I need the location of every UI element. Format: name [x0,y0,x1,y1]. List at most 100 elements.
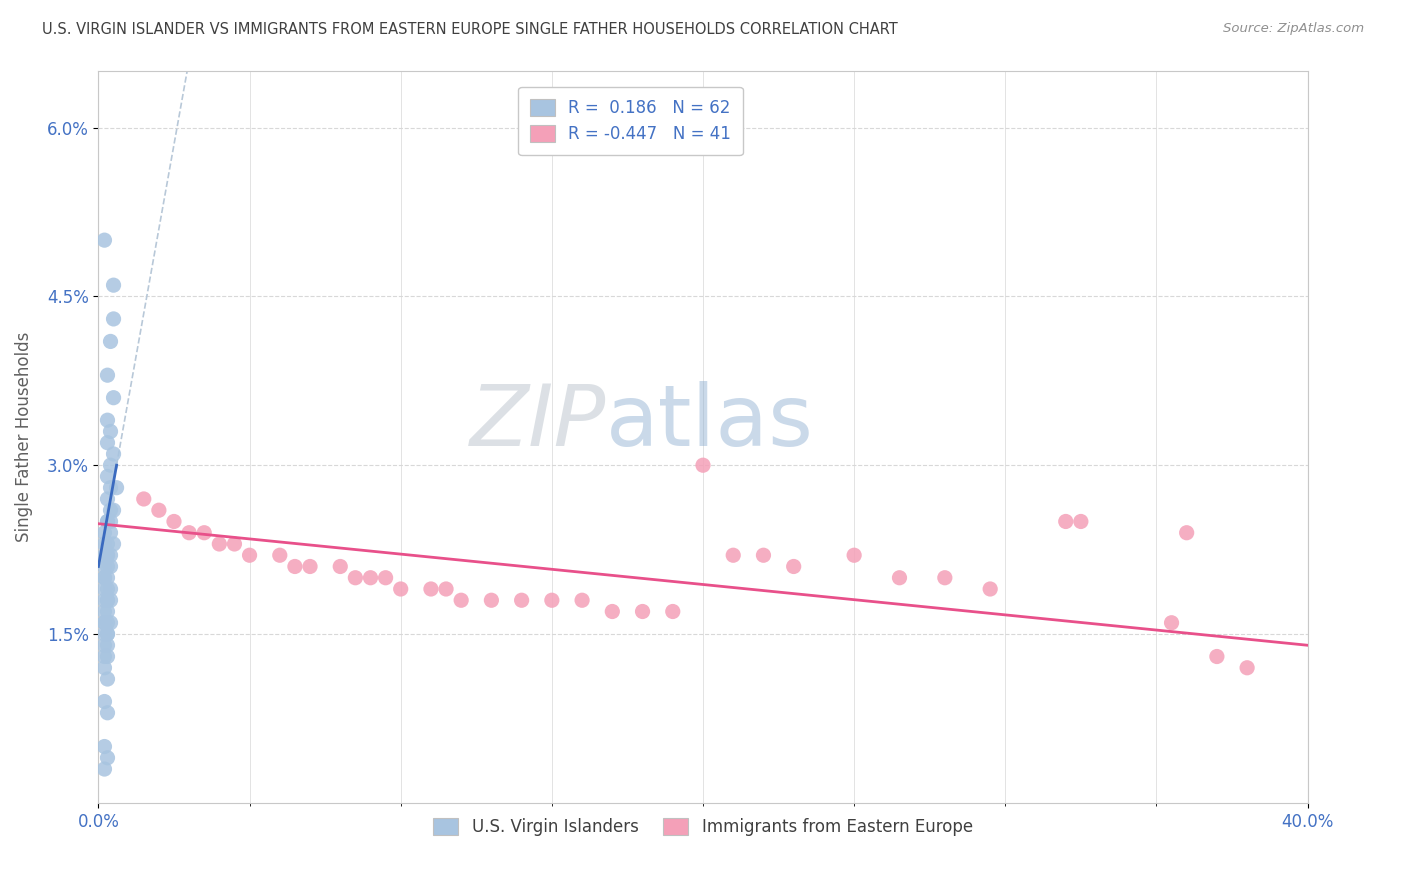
Point [93,525,115,540]
Point [100,559,122,574]
Point [100,615,122,630]
Point [93,593,115,607]
Point [93,739,115,754]
Point [100,593,122,607]
Point [844,548,866,562]
Point [96,605,118,619]
Point [100,515,122,529]
Point [96,435,118,450]
Point [510,593,533,607]
Text: Source: ZipAtlas.com: Source: ZipAtlas.com [1223,22,1364,36]
Point [103,278,125,293]
Point [96,537,118,551]
Point [93,559,115,574]
Point [389,582,412,596]
Point [979,582,1001,596]
Point [450,593,472,607]
Point [100,425,122,439]
Point [93,605,115,619]
Point [1070,515,1092,529]
Point [96,615,118,630]
Point [93,537,115,551]
Point [299,559,322,574]
Point [93,582,115,596]
Point [374,571,396,585]
Point [163,515,186,529]
Point [100,458,122,473]
Point [103,503,125,517]
Point [360,571,382,585]
Point [783,559,806,574]
Point [193,525,215,540]
Point [602,605,624,619]
Point [571,593,593,607]
Point [1175,525,1198,540]
Point [96,593,118,607]
Point [420,582,443,596]
Point [284,559,307,574]
Point [96,469,118,483]
Point [179,525,201,540]
Point [269,548,291,562]
Point [100,582,122,596]
Point [96,413,118,427]
Point [103,447,125,461]
Point [93,661,115,675]
Point [540,593,562,607]
Point [132,491,155,506]
Point [96,491,118,506]
Point [481,593,503,607]
Point [96,571,118,585]
Point [103,537,125,551]
Point [1054,515,1077,529]
Point [93,548,115,562]
Point [208,537,231,551]
Point [100,525,122,540]
Point [329,559,352,574]
Point [96,627,118,641]
Point [93,627,115,641]
Point [344,571,367,585]
Point [434,582,457,596]
Point [93,694,115,708]
Point [631,605,654,619]
Point [96,368,118,383]
Point [93,615,115,630]
Point [93,649,115,664]
Point [96,582,118,596]
Point [93,571,115,585]
Point [1160,615,1182,630]
Point [96,515,118,529]
Point [752,548,775,562]
Point [148,503,170,517]
Point [96,751,118,765]
Point [93,638,115,652]
Point [1236,661,1258,675]
Text: U.S. VIRGIN ISLANDER VS IMMIGRANTS FROM EASTERN EUROPE SINGLE FATHER HOUSEHOLDS : U.S. VIRGIN ISLANDER VS IMMIGRANTS FROM … [42,22,898,37]
Text: ZIP: ZIP [470,381,606,464]
Point [96,593,118,607]
Point [100,481,122,495]
Point [96,638,118,652]
Point [93,233,115,247]
Point [96,649,118,664]
Point [96,627,118,641]
Point [96,706,118,720]
Point [96,548,118,562]
Point [100,503,122,517]
Point [239,548,262,562]
Point [100,334,122,349]
Point [103,391,125,405]
Point [93,762,115,776]
Point [93,615,115,630]
Text: atlas: atlas [606,381,814,464]
Point [889,571,911,585]
Point [224,537,246,551]
Point [96,672,118,686]
Point [723,548,745,562]
Y-axis label: Single Father Households: Single Father Households [15,332,32,542]
Point [661,605,683,619]
Point [1206,649,1229,664]
Point [100,548,122,562]
Point [93,571,115,585]
